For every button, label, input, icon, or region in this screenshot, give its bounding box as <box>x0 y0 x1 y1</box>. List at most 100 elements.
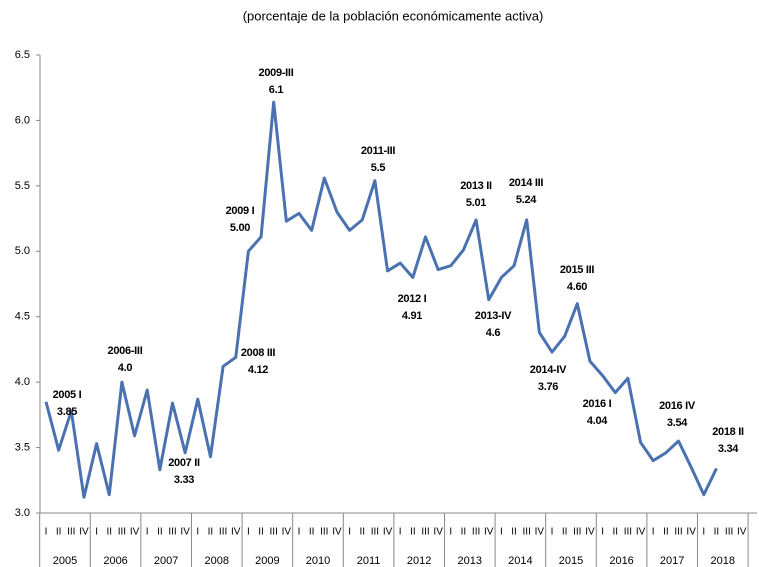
x-group-label: 2008 <box>205 555 229 567</box>
x-tick-label: III <box>320 527 328 538</box>
x-tick-label: IV <box>180 527 190 538</box>
x-tick-label: III <box>523 527 531 538</box>
x-tick-label: III <box>725 527 733 538</box>
annotation-value: 4.91 <box>402 310 422 322</box>
x-tick-label: I <box>449 527 452 538</box>
x-tick-label: II <box>410 527 416 538</box>
annotation-value: 3.33 <box>174 474 194 486</box>
y-tick-label: 5.5 <box>15 180 30 192</box>
annotation-label: 2012 I <box>398 293 427 305</box>
data-line <box>44 100 718 499</box>
x-group-label: 2015 <box>559 555 583 567</box>
x-tick-label: IV <box>636 527 646 538</box>
x-tick-label: I <box>95 527 98 538</box>
x-tick-label: I <box>298 527 301 538</box>
x-tick-label: IV <box>686 527 696 538</box>
x-tick-label: I <box>551 527 554 538</box>
x-tick-label: IV <box>130 527 140 538</box>
x-tick-label: I <box>652 527 655 538</box>
x-group-label: 2012 <box>407 555 431 567</box>
annotation-label: 2008 III <box>241 347 276 359</box>
x-tick-label: III <box>118 527 126 538</box>
y-tick-label: 3.5 <box>15 441 30 453</box>
annotation-value: 3.54 <box>667 417 688 429</box>
x-group-label: 2014 <box>508 555 532 567</box>
annotation-value: 5.24 <box>516 194 537 206</box>
x-tick-label: III <box>674 527 682 538</box>
y-tick-label: 4.0 <box>15 376 30 388</box>
x-tick-label: IV <box>231 527 241 538</box>
x-tick-label: II <box>612 527 618 538</box>
x-tick-label: II <box>714 527 720 538</box>
x-tick-label: I <box>45 527 48 538</box>
annotation-value: 4.6 <box>486 327 501 339</box>
x-tick-label: II <box>309 527 315 538</box>
x-tick-label: III <box>168 527 176 538</box>
x-tick-label: III <box>472 527 480 538</box>
x-tick-label: III <box>371 527 379 538</box>
annotation-label: 2011-III <box>361 145 396 157</box>
x-tick-label: II <box>663 527 669 538</box>
x-tick-label: II <box>562 527 568 538</box>
x-tick-label: IV <box>585 527 595 538</box>
x-tick-label: IV <box>282 527 292 538</box>
x-tick-label: I <box>702 527 705 538</box>
x-tick-label: I <box>601 527 604 538</box>
x-tick-label: I <box>500 527 503 538</box>
x-tick-label: IV <box>484 527 494 538</box>
annotation-label: 2014-IV <box>530 364 567 376</box>
y-tick-label: 5.0 <box>15 245 30 257</box>
x-group-label: 2016 <box>609 555 633 567</box>
x-tick-label: IV <box>535 527 545 538</box>
x-group-label: 2011 <box>357 555 381 567</box>
x-group-label: 2009 <box>255 555 279 567</box>
x-tick-label: IV <box>383 527 393 538</box>
annotation-value: 3.76 <box>538 381 558 393</box>
y-tick-label: 3.0 <box>15 507 30 519</box>
x-tick-label: III <box>573 527 581 538</box>
annotation-value: 3.85 <box>57 406 77 418</box>
x-tick-label: II <box>258 527 264 538</box>
annotation-label: 2016 IV <box>659 400 696 412</box>
annotation-value: 3.34 <box>718 443 739 455</box>
x-tick-label: III <box>67 527 75 538</box>
annotation-label: 2016 I <box>583 398 612 410</box>
annotation-label: 2014 III <box>509 177 544 189</box>
x-tick-label: III <box>624 527 632 538</box>
y-tick-label: 6.0 <box>15 114 30 126</box>
annotation-label: 2015 III <box>560 264 595 276</box>
annotation-label: 2005 I <box>53 389 82 401</box>
annotation-label: 2013-IV <box>475 310 512 322</box>
x-tick-label: II <box>511 527 517 538</box>
annotation-label: 2007 II <box>168 457 200 469</box>
x-tick-label: I <box>247 527 250 538</box>
x-tick-label: I <box>146 527 149 538</box>
x-tick-label: II <box>359 527 365 538</box>
x-group-label: 2007 <box>154 555 178 567</box>
annotation-value: 4.0 <box>118 362 133 374</box>
x-tick-label: II <box>461 527 467 538</box>
annotation-value: 4.60 <box>567 281 587 293</box>
x-tick-label: III <box>270 527 278 538</box>
annotation-value: 5.5 <box>371 162 386 174</box>
x-group-label: 2005 <box>53 555 77 567</box>
x-tick-label: III <box>219 527 227 538</box>
x-group-label: 2018 <box>711 555 735 567</box>
annotation-label: 2013 II <box>460 180 492 192</box>
x-tick-label: I <box>399 527 402 538</box>
annotation-value: 4.04 <box>587 415 608 427</box>
x-tick-label: I <box>196 527 199 538</box>
annotation-value: 6.1 <box>269 84 284 96</box>
x-tick-label: IV <box>332 527 342 538</box>
annotation-value: 4.12 <box>248 364 268 376</box>
x-tick-label: IV <box>433 527 443 538</box>
x-tick-label: IV <box>737 527 747 538</box>
annotation-value: 5.00 <box>230 222 250 234</box>
x-tick-label: II <box>56 527 62 538</box>
x-tick-label: II <box>208 527 214 538</box>
y-tick-label: 6.5 <box>15 49 30 61</box>
annotation-label: 2018 II <box>712 426 744 438</box>
x-group-label: 2010 <box>306 555 330 567</box>
x-group-label: 2013 <box>458 555 482 567</box>
